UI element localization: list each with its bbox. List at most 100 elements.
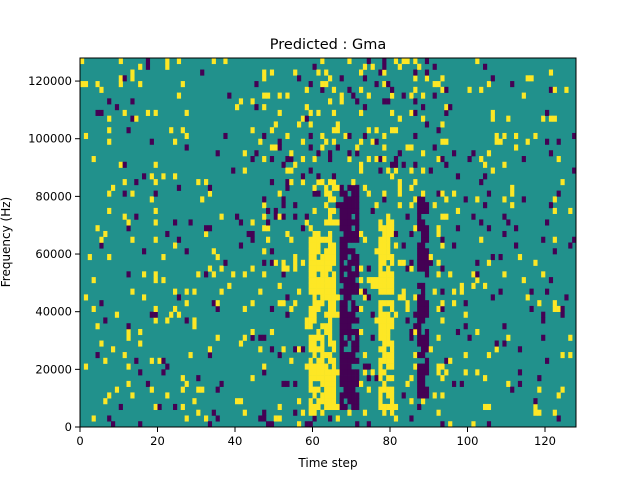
heatmap-cell-low: [514, 242, 519, 249]
heatmap-cell-high: [153, 161, 158, 168]
heatmap-cell-high: [386, 323, 391, 330]
heatmap-cell-low: [262, 409, 267, 416]
heatmap-cell-low: [351, 196, 356, 203]
heatmap-cell-low: [486, 225, 492, 232]
heatmap-cell-low: [475, 259, 480, 266]
heatmap-cell-high: [382, 328, 387, 336]
heatmap-cell-high: [324, 288, 329, 295]
heatmap-cell-low: [424, 386, 430, 393]
heatmap-cell-high: [285, 132, 290, 140]
heatmap-cell-low: [347, 230, 352, 238]
heatmap-cell-low: [227, 92, 232, 99]
heatmap-cell-low: [568, 242, 573, 249]
heatmap-cell-high: [184, 288, 189, 295]
heatmap-cell-low: [421, 259, 426, 266]
heatmap-cell-high: [91, 305, 96, 312]
heatmap-cell-high: [432, 202, 437, 209]
heatmap-cell-high: [316, 248, 321, 255]
heatmap-cell-high: [324, 265, 329, 272]
heatmap-cell-low: [339, 380, 344, 387]
heatmap-cell-low: [382, 58, 387, 65]
heatmap-cell-low: [463, 196, 468, 203]
heatmap-cell-high: [320, 254, 325, 261]
heatmap-cell-high: [308, 242, 313, 249]
heatmap-cell-low: [444, 161, 449, 168]
heatmap-cell-high: [312, 156, 317, 163]
heatmap-cell-high: [130, 75, 135, 82]
heatmap-cell-high: [250, 300, 255, 307]
heatmap-cell-low: [417, 363, 422, 370]
heatmap-cell-high: [328, 300, 333, 307]
heatmap-cell-high: [277, 300, 282, 307]
heatmap-cell-high: [223, 58, 228, 65]
heatmap-cell-low: [347, 271, 352, 278]
heatmap-cell-low: [293, 409, 298, 416]
heatmap-cell-high: [111, 346, 116, 353]
heatmap-cell-low: [483, 63, 488, 70]
heatmap-cell-high: [390, 282, 395, 289]
heatmap-cell-high: [331, 346, 337, 353]
heatmap-cell-high: [316, 288, 321, 295]
heatmap-cell-low: [343, 300, 348, 307]
heatmap-cell-low: [238, 242, 244, 249]
heatmap-cell-high: [320, 363, 325, 370]
heatmap-cell-high: [320, 398, 325, 405]
heatmap-cell-low: [347, 207, 352, 214]
heatmap-cell-high: [409, 265, 414, 272]
heatmap-cell-low: [351, 219, 356, 226]
heatmap-cell-high: [83, 81, 89, 88]
heatmap-cell-low: [145, 58, 151, 65]
heatmap-cell-low: [343, 352, 348, 359]
heatmap-cell-low: [320, 86, 325, 93]
heatmap-cell-low: [184, 248, 189, 255]
heatmap-cell-high: [331, 109, 337, 116]
heatmap-cell-high: [370, 138, 375, 145]
heatmap-cell-low: [231, 167, 236, 174]
heatmap-cell-low: [262, 259, 267, 266]
heatmap-cell-low: [339, 317, 344, 324]
heatmap-cell-high: [308, 282, 313, 289]
heatmap-cell-high: [351, 179, 356, 186]
heatmap-cell-high: [386, 334, 391, 341]
heatmap-cell-high: [312, 403, 317, 411]
heatmap-cell-low: [347, 375, 352, 382]
heatmap-cell-high: [331, 184, 337, 191]
heatmap-cell-low: [351, 236, 356, 243]
heatmap-cell-high: [378, 259, 383, 266]
heatmap-cell-high: [328, 380, 333, 387]
heatmap-cell-low: [490, 254, 495, 261]
heatmap-cell-high: [386, 277, 391, 284]
heatmap-cell-low: [215, 415, 220, 422]
heatmap-cell-low: [176, 294, 182, 301]
heatmap-cell-low: [347, 132, 352, 140]
heatmap-cell-high: [219, 288, 224, 295]
x-axis-ticks: 0 20 40 60 80 100 120: [76, 427, 556, 448]
heatmap-cell-high: [370, 63, 375, 70]
heatmap-cell-low: [343, 282, 348, 289]
heatmap-cell-high: [397, 190, 402, 197]
heatmap-cell-low: [424, 69, 430, 76]
heatmap-cell-low: [421, 230, 426, 238]
heatmap-cell-high: [320, 58, 325, 65]
heatmap-cell-high: [366, 127, 371, 134]
heatmap-cell-low: [235, 213, 240, 220]
heatmap-cell-high: [413, 86, 418, 93]
heatmap-cell-low: [417, 300, 422, 307]
heatmap-cell-high: [401, 259, 406, 266]
heatmap-cell-low: [355, 213, 360, 220]
heatmap-cell-low: [347, 196, 352, 203]
heatmap-cell-low: [421, 196, 426, 203]
heatmap-cell-high: [130, 392, 135, 399]
heatmap-cell-low: [424, 259, 430, 266]
heatmap-cell-high: [149, 386, 154, 393]
heatmap-cell-high: [328, 305, 333, 312]
heatmap-cell-high: [320, 340, 325, 347]
heatmap-cell-high: [405, 58, 410, 65]
heatmap-cell-low: [424, 328, 430, 336]
heatmap-cell-high: [366, 92, 371, 99]
heatmap-cell-high: [328, 242, 333, 249]
heatmap-cell-high: [382, 81, 387, 88]
heatmap-cell-high: [153, 109, 158, 116]
heatmap-cell-high: [211, 271, 216, 278]
heatmap-cell-low: [351, 259, 356, 266]
